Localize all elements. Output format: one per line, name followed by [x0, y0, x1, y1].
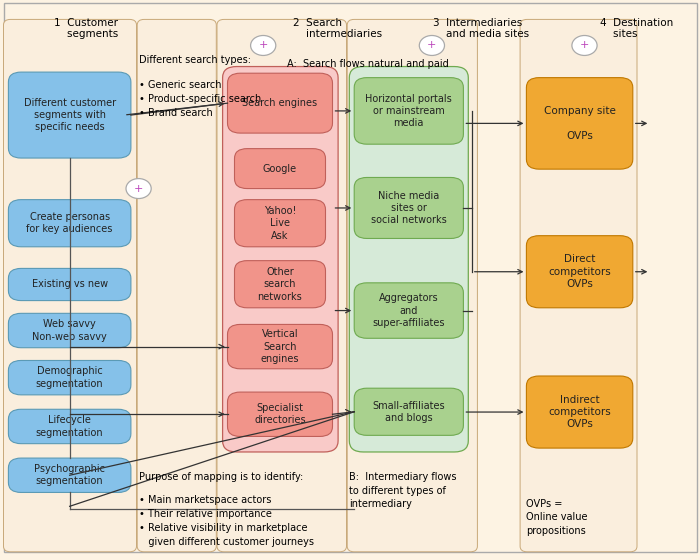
FancyBboxPatch shape: [347, 20, 477, 552]
Text: Existing vs new: Existing vs new: [32, 279, 108, 290]
Text: +: +: [580, 40, 589, 50]
FancyBboxPatch shape: [234, 148, 326, 189]
Circle shape: [251, 35, 276, 55]
FancyBboxPatch shape: [8, 314, 131, 348]
FancyBboxPatch shape: [526, 376, 633, 448]
FancyBboxPatch shape: [4, 3, 696, 552]
FancyBboxPatch shape: [8, 458, 131, 492]
Text: Psychographic
segmentation: Psychographic segmentation: [34, 464, 105, 487]
Text: Vertical
Search
engines: Vertical Search engines: [260, 329, 300, 364]
FancyBboxPatch shape: [234, 200, 326, 247]
Text: Purpose of mapping is to identify:: Purpose of mapping is to identify:: [139, 473, 303, 483]
FancyBboxPatch shape: [354, 178, 463, 239]
FancyBboxPatch shape: [228, 73, 332, 133]
FancyBboxPatch shape: [520, 20, 637, 552]
FancyBboxPatch shape: [8, 200, 131, 247]
Text: Horizontal portals
or mainstream
media: Horizontal portals or mainstream media: [365, 94, 452, 128]
Circle shape: [572, 35, 597, 55]
FancyBboxPatch shape: [137, 20, 216, 552]
FancyBboxPatch shape: [217, 20, 346, 552]
Text: 1  Customer
    segments: 1 Customer segments: [54, 18, 118, 39]
Text: Direct
competitors
OVPs: Direct competitors OVPs: [548, 254, 611, 289]
Text: Small-affiliates
and blogs: Small-affiliates and blogs: [372, 400, 445, 423]
FancyBboxPatch shape: [228, 324, 332, 369]
Text: Different customer
segments with
specific needs: Different customer segments with specifi…: [24, 97, 116, 133]
Text: 2  Search
    intermediaries: 2 Search intermediaries: [293, 18, 382, 39]
FancyBboxPatch shape: [228, 392, 332, 436]
FancyBboxPatch shape: [354, 283, 463, 338]
FancyBboxPatch shape: [526, 236, 633, 308]
Text: 3  Intermediaries
    and media sites: 3 Intermediaries and media sites: [433, 18, 528, 39]
Text: +: +: [258, 40, 268, 50]
FancyBboxPatch shape: [8, 361, 131, 395]
Text: OVPs =
Online value
propositions: OVPs = Online value propositions: [526, 499, 588, 535]
Text: Search engines: Search engines: [242, 98, 318, 108]
FancyBboxPatch shape: [349, 67, 468, 452]
Text: Different search types:: Different search types:: [139, 55, 251, 66]
FancyBboxPatch shape: [354, 78, 463, 144]
Text: Indirect
competitors
OVPs: Indirect competitors OVPs: [548, 395, 611, 430]
Text: Create personas
for key audiences: Create personas for key audiences: [27, 212, 113, 235]
Text: • Generic search
• Product-specific search
• Brand search: • Generic search • Product-specific sear…: [139, 81, 261, 118]
Circle shape: [419, 35, 445, 55]
Text: Company site

OVPs: Company site OVPs: [544, 106, 615, 141]
Text: Google: Google: [263, 164, 297, 174]
FancyBboxPatch shape: [8, 72, 131, 158]
Text: 4  Destination
    sites: 4 Destination sites: [600, 18, 673, 39]
Text: Yahoo!
Live
Ask: Yahoo! Live Ask: [264, 206, 296, 241]
FancyBboxPatch shape: [223, 67, 338, 452]
Text: Web savvy
Non-web savvy: Web savvy Non-web savvy: [32, 319, 107, 342]
Text: Aggregators
and
super-affiliates: Aggregators and super-affiliates: [372, 293, 445, 328]
Circle shape: [126, 179, 151, 199]
FancyBboxPatch shape: [8, 409, 131, 444]
Text: Demographic
segmentation: Demographic segmentation: [36, 366, 104, 389]
Text: +: +: [134, 184, 143, 194]
FancyBboxPatch shape: [4, 20, 136, 552]
FancyBboxPatch shape: [526, 78, 633, 169]
Text: Lifecycle
segmentation: Lifecycle segmentation: [36, 416, 104, 438]
Text: Specialist
directories: Specialist directories: [254, 403, 306, 426]
Text: Other
search
networks: Other search networks: [258, 267, 302, 302]
Text: +: +: [427, 40, 437, 50]
Text: B:  Intermediary flows
to different types of
intermediary: B: Intermediary flows to different types…: [349, 473, 457, 509]
FancyBboxPatch shape: [354, 388, 463, 435]
FancyBboxPatch shape: [234, 260, 326, 308]
Text: • Main marketspace actors
• Their relative importance
• Relative visibility in m: • Main marketspace actors • Their relati…: [139, 494, 314, 547]
Text: A:  Search flows natural and paid: A: Search flows natural and paid: [287, 59, 449, 69]
FancyBboxPatch shape: [8, 268, 131, 301]
Text: Niche media
sites or
social networks: Niche media sites or social networks: [371, 190, 447, 225]
